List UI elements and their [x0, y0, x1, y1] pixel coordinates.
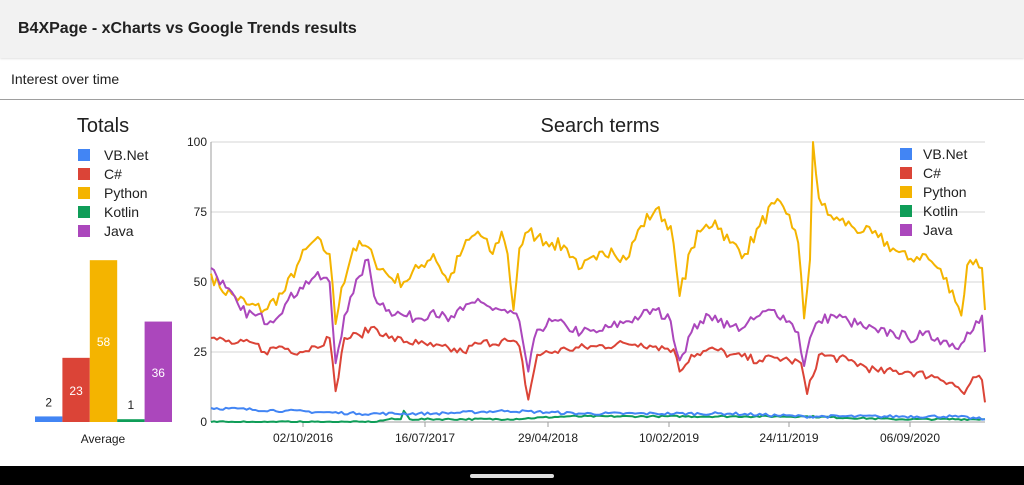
series-line-java	[210, 258, 986, 373]
y-tick-label: 50	[194, 275, 208, 289]
totals-legend-label: VB.Net	[104, 147, 148, 163]
search-terms-chart: Search terms 0 25 50 75 100 02/10/2016 16/07/20…	[187, 115, 986, 445]
x-tick-label: 16/07/2017	[395, 431, 455, 445]
totals-legend-swatch	[78, 187, 90, 199]
x-tick-label: 24/11/2019	[759, 431, 818, 445]
search-terms-title: Search terms	[541, 115, 660, 137]
search-legend-swatch	[900, 186, 912, 198]
series-line-c	[210, 325, 986, 403]
search-legend-swatch	[900, 224, 912, 236]
totals-legend-swatch	[78, 225, 90, 237]
totals-bar-value: 23	[69, 384, 83, 398]
totals-bar	[144, 321, 172, 422]
totals-legend-label: C#	[104, 166, 122, 182]
totals-bar	[117, 419, 145, 422]
totals-category-label: Average	[81, 432, 126, 446]
x-tick-label: 06/09/2020	[880, 431, 940, 445]
search-legend-label: Java	[923, 222, 953, 238]
totals-legend-label: Java	[104, 223, 134, 239]
x-tick-label: 02/10/2016	[273, 431, 333, 445]
totals-title: Totals	[77, 115, 129, 137]
search-legend-label: Kotlin	[923, 203, 958, 219]
app-title: B4XPage - xCharts vs Google Trends resul…	[18, 20, 357, 37]
totals-legend-swatch	[78, 149, 90, 161]
totals-legend-swatch	[78, 206, 90, 218]
search-legend-swatch	[900, 167, 912, 179]
section-divider	[0, 99, 1024, 100]
home-gesture-handle[interactable]	[470, 474, 554, 478]
x-tick-label: 29/04/2018	[518, 431, 578, 445]
y-tick-label: 25	[194, 345, 208, 359]
series-line-vbnet	[210, 406, 986, 421]
totals-bar	[62, 357, 90, 422]
search-legend-label: VB.Net	[923, 146, 967, 162]
search-legend-swatch	[900, 148, 912, 160]
totals-bar	[89, 260, 118, 422]
search-legend-swatch	[900, 205, 912, 217]
totals-legend-swatch	[78, 168, 90, 180]
y-tick-label: 75	[194, 205, 208, 219]
x-tick-label: 10/02/2019	[639, 431, 699, 445]
title-bar: B4XPage - xCharts vs Google Trends resul…	[0, 0, 1024, 58]
totals-bar-value: 1	[128, 398, 135, 412]
search-legend-label: Python	[923, 184, 967, 200]
search-legend-label: C#	[923, 165, 941, 181]
totals-bar	[35, 416, 63, 422]
totals-bar-value: 2	[45, 395, 52, 409]
series-line-python	[210, 141, 986, 325]
totals-legend-label: Python	[104, 185, 148, 201]
totals-bar-value: 58	[97, 335, 111, 349]
y-tick-label: 100	[187, 135, 207, 149]
totals-bar-value: 36	[152, 366, 166, 380]
section-title: Interest over time	[11, 71, 120, 87]
totals-legend-label: Kotlin	[104, 204, 139, 220]
totals-chart: Totals VB.Net C# Python Kotlin Java 2 23 58 1 36 Av…	[35, 115, 172, 446]
y-tick-label: 0	[200, 415, 207, 429]
